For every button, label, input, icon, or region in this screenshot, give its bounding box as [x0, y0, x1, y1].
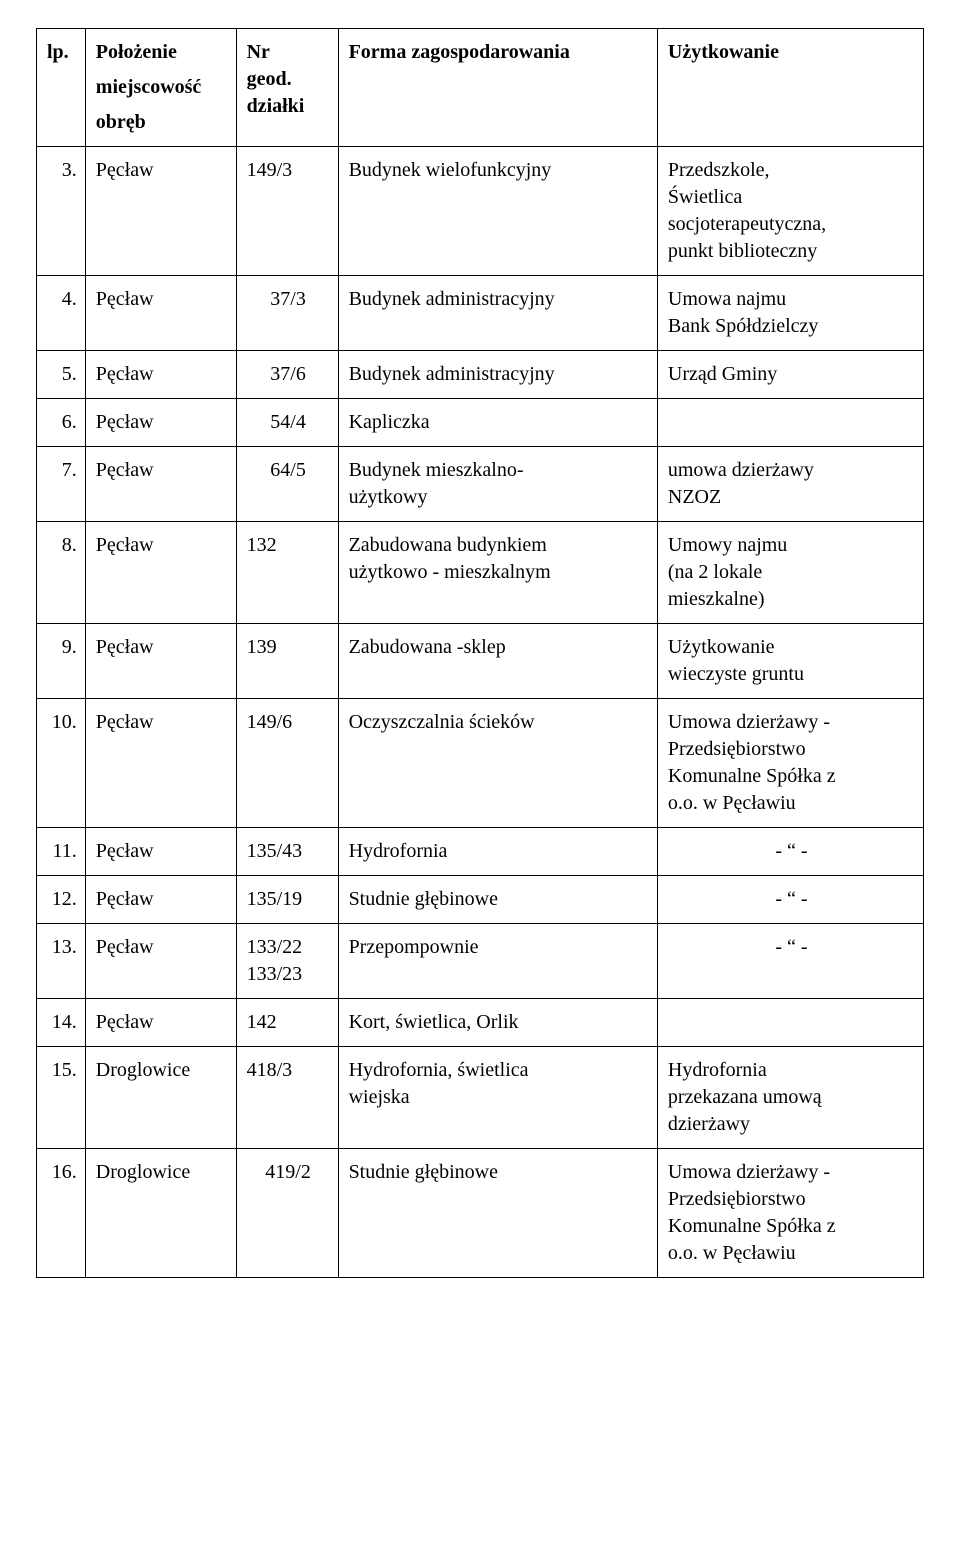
- table-header-row: lp. Położenie miejscowość obręb Nr geod.…: [37, 29, 924, 147]
- cell-lp: 9.: [37, 624, 86, 699]
- cell-location: Pęcław: [85, 699, 236, 828]
- cell-location: Pęcław: [85, 351, 236, 399]
- cell-location: Pęcław: [85, 522, 236, 624]
- cell-usage: Umowa dzierżawy -PrzedsiębiorstwoKomunal…: [657, 699, 923, 828]
- table-row: 7.Pęcław64/5Budynek mieszkalno-użytkowyu…: [37, 447, 924, 522]
- cell-lp: 15.: [37, 1047, 86, 1149]
- table-row: 3.Pęcław149/3Budynek wielofunkcyjnyPrzed…: [37, 147, 924, 276]
- cell-location: Pęcław: [85, 624, 236, 699]
- cell-usage: umowa dzierżawyNZOZ: [657, 447, 923, 522]
- cell-location: Pęcław: [85, 828, 236, 876]
- cell-location: Pęcław: [85, 924, 236, 999]
- table-row: 14.Pęcław142Kort, świetlica, Orlik: [37, 999, 924, 1047]
- cell-location: Droglowice: [85, 1047, 236, 1149]
- cell-usage: Przedszkole,Świetlicasocjoterapeutyczna,…: [657, 147, 923, 276]
- table-row: 12.Pęcław135/19Studnie głębinowe- “ -: [37, 876, 924, 924]
- cell-development-form: Przepompownie: [338, 924, 657, 999]
- cell-plot-number: 132: [236, 522, 338, 624]
- cell-development-form: Hydrofornia, świetlicawiejska: [338, 1047, 657, 1149]
- table-row: 4.Pęcław37/3Budynek administracyjnyUmowa…: [37, 276, 924, 351]
- header-development-form: Forma zagospodarowania: [338, 29, 657, 147]
- cell-usage: Umowa najmuBank Spółdzielczy: [657, 276, 923, 351]
- cell-usage: Użytkowaniewieczyste gruntu: [657, 624, 923, 699]
- cell-lp: 12.: [37, 876, 86, 924]
- cell-usage: - “ -: [657, 924, 923, 999]
- cell-development-form: Budynek administracyjny: [338, 276, 657, 351]
- cell-lp: 4.: [37, 276, 86, 351]
- cell-development-form: Oczyszczalnia ścieków: [338, 699, 657, 828]
- cell-plot-number: 54/4: [236, 399, 338, 447]
- cell-location: Droglowice: [85, 1149, 236, 1278]
- cell-plot-number: 418/3: [236, 1047, 338, 1149]
- cell-development-form: Studnie głębinowe: [338, 876, 657, 924]
- header-location: Położenie miejscowość obręb: [85, 29, 236, 147]
- cell-lp: 11.: [37, 828, 86, 876]
- cell-plot-number: 37/6: [236, 351, 338, 399]
- cell-lp: 16.: [37, 1149, 86, 1278]
- cell-usage: - “ -: [657, 828, 923, 876]
- cell-usage: [657, 999, 923, 1047]
- table-row: 9.Pęcław139Zabudowana -sklepUżytkowaniew…: [37, 624, 924, 699]
- cell-lp: 5.: [37, 351, 86, 399]
- cell-plot-number: 142: [236, 999, 338, 1047]
- cell-location: Pęcław: [85, 447, 236, 522]
- cell-location: Pęcław: [85, 399, 236, 447]
- table-row: 11.Pęcław135/43Hydrofornia- “ -: [37, 828, 924, 876]
- cell-plot-number: 139: [236, 624, 338, 699]
- cell-plot-number: 37/3: [236, 276, 338, 351]
- cell-lp: 14.: [37, 999, 86, 1047]
- cell-lp: 13.: [37, 924, 86, 999]
- table-row: 13.Pęcław133/22133/23Przepompownie- “ -: [37, 924, 924, 999]
- cell-location: Pęcław: [85, 276, 236, 351]
- cell-plot-number: 419/2: [236, 1149, 338, 1278]
- cell-usage: [657, 399, 923, 447]
- header-lp: lp.: [37, 29, 86, 147]
- cell-location: Pęcław: [85, 147, 236, 276]
- cell-plot-number: 133/22133/23: [236, 924, 338, 999]
- table-row: 16.Droglowice419/2Studnie głębinoweUmowa…: [37, 1149, 924, 1278]
- table-row: 5.Pęcław37/6Budynek administracyjnyUrząd…: [37, 351, 924, 399]
- table-body: 3.Pęcław149/3Budynek wielofunkcyjnyPrzed…: [37, 147, 924, 1278]
- cell-development-form: Budynek wielofunkcyjny: [338, 147, 657, 276]
- cell-development-form: Budynek mieszkalno-użytkowy: [338, 447, 657, 522]
- cell-plot-number: 135/43: [236, 828, 338, 876]
- cell-location: Pęcław: [85, 999, 236, 1047]
- cell-development-form: Kort, świetlica, Orlik: [338, 999, 657, 1047]
- header-usage: Użytkowanie: [657, 29, 923, 147]
- table-row: 6.Pęcław54/4Kapliczka: [37, 399, 924, 447]
- cell-development-form: Zabudowana budynkiemużytkowo - mieszkaln…: [338, 522, 657, 624]
- cell-usage: Urząd Gminy: [657, 351, 923, 399]
- cell-lp: 10.: [37, 699, 86, 828]
- cell-development-form: Kapliczka: [338, 399, 657, 447]
- cell-location: Pęcław: [85, 876, 236, 924]
- cell-development-form: Studnie głębinowe: [338, 1149, 657, 1278]
- cell-plot-number: 64/5: [236, 447, 338, 522]
- cell-usage: - “ -: [657, 876, 923, 924]
- cell-plot-number: 135/19: [236, 876, 338, 924]
- header-plot-number: Nr geod. działki: [236, 29, 338, 147]
- cell-development-form: Hydrofornia: [338, 828, 657, 876]
- table-row: 10.Pęcław149/6Oczyszczalnia ściekówUmowa…: [37, 699, 924, 828]
- cell-lp: 3.: [37, 147, 86, 276]
- cell-usage: Hydroforniaprzekazana umowądzierżawy: [657, 1047, 923, 1149]
- cell-usage: Umowa dzierżawy -PrzedsiębiorstwoKomunal…: [657, 1149, 923, 1278]
- land-use-table: lp. Położenie miejscowość obręb Nr geod.…: [36, 28, 924, 1278]
- cell-lp: 6.: [37, 399, 86, 447]
- cell-usage: Umowy najmu(na 2 lokalemieszkalne): [657, 522, 923, 624]
- cell-plot-number: 149/6: [236, 699, 338, 828]
- table-row: 8.Pęcław132Zabudowana budynkiemużytkowo …: [37, 522, 924, 624]
- cell-plot-number: 149/3: [236, 147, 338, 276]
- cell-lp: 8.: [37, 522, 86, 624]
- table-row: 15.Droglowice418/3Hydrofornia, świetlica…: [37, 1047, 924, 1149]
- cell-lp: 7.: [37, 447, 86, 522]
- cell-development-form: Budynek administracyjny: [338, 351, 657, 399]
- cell-development-form: Zabudowana -sklep: [338, 624, 657, 699]
